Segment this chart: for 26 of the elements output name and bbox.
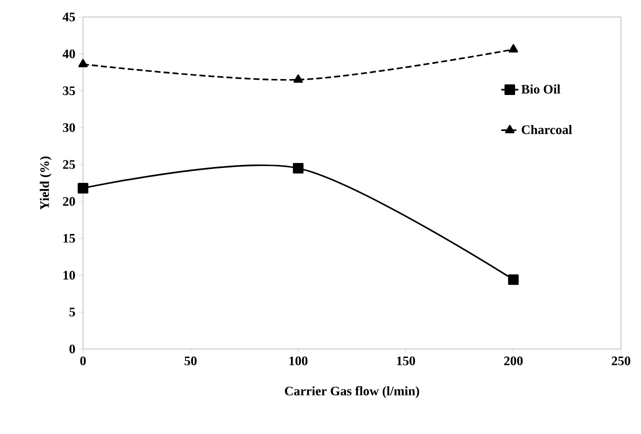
x-tick-label: 50 xyxy=(184,356,197,366)
point xyxy=(508,274,519,285)
point xyxy=(78,182,88,194)
legend-label: Charcoal xyxy=(522,124,572,134)
point xyxy=(508,44,518,53)
y-tick-label: 45 xyxy=(62,12,75,22)
x-tick-label: 250 xyxy=(612,356,630,366)
x-tick-label: 100 xyxy=(289,356,308,366)
y-tick-label: 0 xyxy=(69,344,75,354)
point xyxy=(292,162,304,174)
y-tick-label: 35 xyxy=(62,86,75,96)
y-tick-label: 25 xyxy=(63,160,75,169)
x-axis-title: Carrier Gas flow (l/min) xyxy=(284,386,420,398)
y-tick-label: 20 xyxy=(63,197,75,206)
y-tick-label: 10 xyxy=(64,270,75,280)
y-axis-title: Yield (%) xyxy=(40,156,52,210)
y-tick-label: 5 xyxy=(69,308,75,316)
y-tick-label: 30 xyxy=(62,123,75,132)
x-tick-label: 150 xyxy=(397,356,416,366)
x-tick-label: 200 xyxy=(504,356,523,366)
x-tick-label: 0 xyxy=(80,356,86,366)
y-tick-label: 40 xyxy=(62,50,75,58)
legend-label: Bio Oil xyxy=(521,84,560,94)
point xyxy=(294,74,303,83)
y-tick-label: 15 xyxy=(64,234,75,243)
point xyxy=(78,58,88,68)
